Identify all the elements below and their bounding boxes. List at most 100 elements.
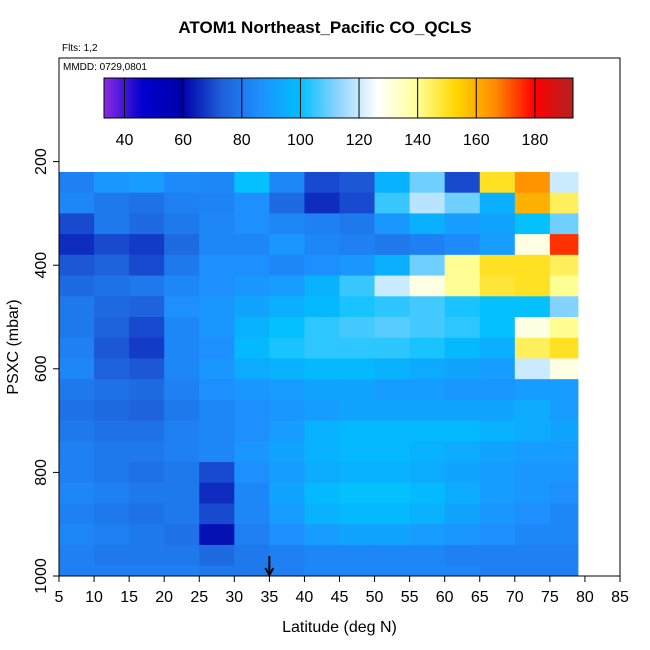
heatmap-cell <box>409 462 446 484</box>
heatmap-cell <box>549 462 579 484</box>
heatmap-cell <box>59 503 95 525</box>
heatmap-cell <box>409 171 446 194</box>
heatmap-cell <box>444 482 481 504</box>
colorbar-tick-label: 40 <box>116 132 134 149</box>
heatmap-cell <box>339 254 376 277</box>
heatmap-cell <box>59 358 95 380</box>
heatmap-cell <box>269 358 305 380</box>
heatmap-cell <box>479 254 516 277</box>
heatmap-cell <box>339 234 376 256</box>
heatmap-cell <box>479 441 516 463</box>
heatmap-cell <box>304 213 340 235</box>
heatmap-cell <box>549 192 579 214</box>
heatmap-cell <box>304 317 340 339</box>
heatmap-cell <box>444 171 481 194</box>
heatmap-cell <box>409 399 446 422</box>
heatmap-cell <box>164 379 200 401</box>
heatmap-cell <box>199 524 235 546</box>
heatmap-cell <box>514 234 551 256</box>
heatmap-cell <box>549 441 579 463</box>
heatmap-cell <box>409 317 446 339</box>
heatmap-cell <box>59 441 95 463</box>
heatmap-cell <box>94 296 130 318</box>
heatmap-cell <box>94 358 130 380</box>
heatmap-cell <box>164 503 200 525</box>
y-tick-label: 600 <box>33 355 50 382</box>
heatmap-cells <box>59 171 579 577</box>
heatmap-cell <box>129 399 165 422</box>
heatmap-cell <box>94 379 130 401</box>
heatmap-cell <box>374 234 411 256</box>
heatmap-cell <box>304 254 340 277</box>
heatmap-cell <box>164 234 200 256</box>
colorbar-tick-label: 140 <box>404 132 431 149</box>
heatmap-cell <box>339 171 376 194</box>
heatmap-cell <box>339 337 376 359</box>
heatmap-cell <box>339 441 376 463</box>
heatmap-cell <box>304 234 340 256</box>
x-tick-label: 60 <box>436 589 454 606</box>
heatmap-cell <box>514 503 551 525</box>
x-tick-label: 55 <box>401 589 419 606</box>
heatmap-cell <box>409 192 446 214</box>
heatmap-cell <box>549 358 579 380</box>
heatmap-cell <box>444 420 481 442</box>
heatmap-cell <box>409 234 446 256</box>
heatmap-cell <box>339 544 376 567</box>
heatmap-cell <box>444 441 481 463</box>
heatmap-cell <box>129 358 165 380</box>
heatmap-cell <box>234 275 270 297</box>
heatmap-cell <box>409 544 446 567</box>
heatmap-cell <box>129 544 165 567</box>
heatmap-cell <box>94 234 130 256</box>
heatmap-cell <box>444 544 481 567</box>
heatmap-cell <box>94 441 130 463</box>
heatmap-cell <box>339 379 376 401</box>
heatmap-cell <box>444 358 481 380</box>
heatmap-cell <box>199 544 235 567</box>
chart-title: ATOM1 Northeast_Pacific CO_QCLS <box>178 18 472 37</box>
x-tick-label: 80 <box>576 589 594 606</box>
heatmap-cell <box>339 399 376 422</box>
heatmap-cell <box>59 420 95 442</box>
heatmap-cell <box>234 503 270 525</box>
heatmap-cell <box>514 358 551 380</box>
heatmap-cell <box>514 317 551 339</box>
heatmap-cell <box>444 296 481 318</box>
heatmap-cell <box>479 171 516 194</box>
heatmap-cell <box>59 544 95 567</box>
heatmap-cell <box>339 275 376 297</box>
heatmap-cell <box>59 317 95 339</box>
heatmap-cell <box>59 192 95 214</box>
heatmap-cell <box>164 296 200 318</box>
heatmap-cell <box>514 379 551 401</box>
heatmap-cell <box>444 379 481 401</box>
x-tick-label: 25 <box>190 589 208 606</box>
heatmap-cell <box>374 441 411 463</box>
heatmap-cell <box>514 399 551 422</box>
heatmap-cell <box>199 482 235 504</box>
heatmap-cell <box>164 399 200 422</box>
heatmap-cell <box>549 234 579 256</box>
heatmap-cell <box>304 524 340 546</box>
heatmap-cell <box>129 524 165 546</box>
colorbar-tick-label: 180 <box>522 132 549 149</box>
heatmap-cell <box>304 462 340 484</box>
heatmap-cell <box>59 524 95 546</box>
heatmap-cell <box>234 234 270 256</box>
heatmap-cell <box>549 317 579 339</box>
heatmap-cell <box>339 358 376 380</box>
heatmap-cell <box>339 192 376 214</box>
heatmap-cell <box>199 275 235 297</box>
heatmap-cell <box>94 420 130 442</box>
heatmap-cell <box>304 192 340 214</box>
heatmap-cell <box>164 524 200 546</box>
heatmap-cell <box>374 524 411 546</box>
heatmap-cell <box>199 358 235 380</box>
heatmap-cell <box>234 337 270 359</box>
colorbar <box>103 77 574 119</box>
heatmap-cell <box>129 192 165 214</box>
heatmap-cell <box>199 420 235 442</box>
heatmap-cell <box>129 441 165 463</box>
heatmap-cell <box>549 379 579 401</box>
